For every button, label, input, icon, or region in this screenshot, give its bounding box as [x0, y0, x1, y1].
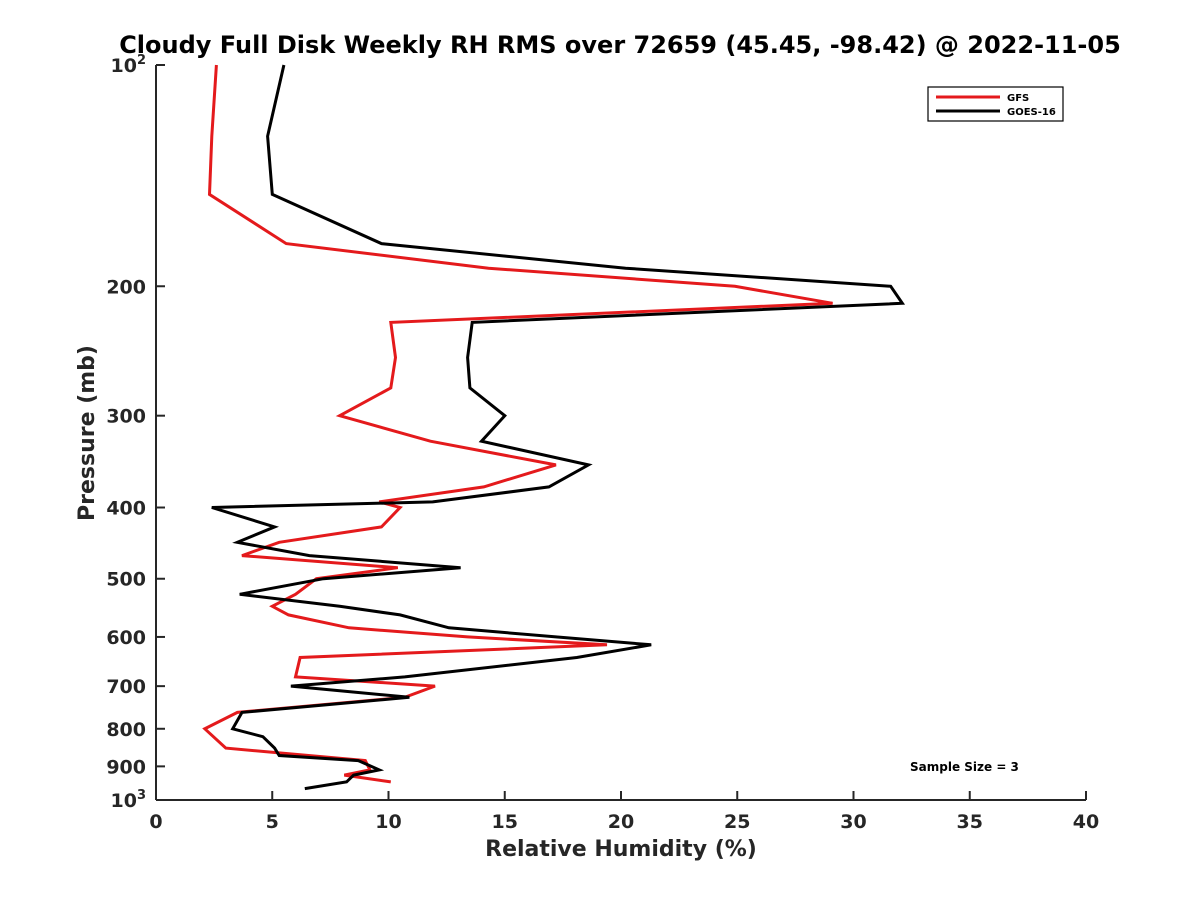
x-tick-label: 15: [492, 811, 518, 833]
x-tick-label: 10: [375, 811, 401, 833]
y-tick-label: 700: [106, 676, 146, 698]
y-tick-label: 500: [106, 569, 146, 591]
legend: GFS GOES-16: [927, 86, 1064, 122]
x-tick-label: 40: [1073, 811, 1099, 833]
y-tick-label: 400: [106, 498, 146, 520]
x-tick-label: 0: [149, 811, 162, 833]
y-tick-label: 900: [106, 756, 146, 778]
x-ticks: 0 5 10 15 20 25 30 35 40: [149, 791, 1099, 833]
series-line-goes16: [211, 64, 906, 791]
y-tick-label: 600: [106, 627, 146, 649]
legend-box: [927, 86, 1064, 122]
y-tick-label: 200: [106, 276, 146, 298]
legend-label-goes16: GOES-16: [1007, 107, 1056, 118]
legend-label-gfs: GFS: [1007, 93, 1029, 104]
chart-title: Cloudy Full Disk Weekly RH RMS over 7265…: [119, 31, 1121, 59]
x-tick-label: 30: [840, 811, 866, 833]
series-layer: [202, 64, 906, 791]
y-tick-label: 102: [111, 53, 147, 77]
sample-size-annotation: Sample Size = 3: [910, 760, 1019, 774]
y-tick-label: 300: [106, 406, 146, 428]
y-tick-label: 103: [111, 788, 147, 812]
y-ticks: 102 200 300 400 500 600 700 800 900 103: [106, 53, 165, 812]
x-axis-label: Relative Humidity (%): [485, 837, 757, 862]
y-axis-label: Pressure (mb): [75, 345, 100, 521]
y-tick-label: 800: [106, 719, 146, 741]
x-tick-label: 25: [724, 811, 750, 833]
x-tick-label: 5: [266, 811, 279, 833]
x-tick-label: 20: [608, 811, 634, 833]
x-tick-label: 35: [957, 811, 983, 833]
